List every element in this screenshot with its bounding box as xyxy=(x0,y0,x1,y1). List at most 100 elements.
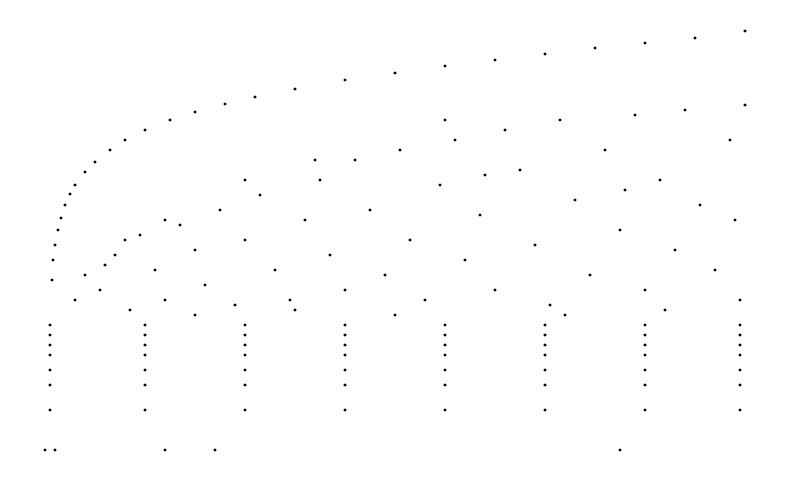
point xyxy=(738,353,742,357)
point xyxy=(303,218,307,222)
point xyxy=(153,268,157,272)
point xyxy=(483,173,487,177)
point xyxy=(673,248,677,252)
point xyxy=(243,323,247,327)
point xyxy=(738,298,742,302)
point xyxy=(63,203,67,207)
point xyxy=(163,448,167,452)
point xyxy=(393,313,397,317)
point xyxy=(548,303,552,307)
point xyxy=(643,323,647,327)
point xyxy=(518,168,522,172)
point xyxy=(98,288,102,292)
point xyxy=(253,95,257,99)
point xyxy=(128,308,132,312)
point xyxy=(48,333,52,337)
point xyxy=(293,308,297,312)
point xyxy=(713,268,717,272)
point xyxy=(73,298,77,302)
point xyxy=(48,408,52,412)
point xyxy=(168,118,172,122)
point xyxy=(243,353,247,357)
point xyxy=(53,243,57,247)
point xyxy=(743,103,747,107)
point xyxy=(48,323,52,327)
point xyxy=(50,278,54,282)
point xyxy=(738,343,742,347)
point xyxy=(443,64,447,68)
point xyxy=(558,118,562,122)
point xyxy=(143,353,147,357)
point xyxy=(633,113,637,117)
point xyxy=(48,353,52,357)
point xyxy=(143,408,147,412)
point xyxy=(543,383,547,387)
point xyxy=(443,353,447,357)
point xyxy=(643,333,647,337)
point xyxy=(643,408,647,412)
point xyxy=(623,188,627,192)
point xyxy=(398,148,402,152)
point xyxy=(113,253,117,257)
point xyxy=(178,223,182,227)
point xyxy=(243,178,247,182)
point xyxy=(643,41,647,45)
point xyxy=(163,218,167,222)
point xyxy=(343,323,347,327)
point xyxy=(138,233,142,237)
point xyxy=(643,383,647,387)
point xyxy=(603,148,607,152)
point xyxy=(738,323,742,327)
point xyxy=(738,408,742,412)
point xyxy=(683,108,687,112)
point xyxy=(83,170,87,174)
point xyxy=(48,383,52,387)
point xyxy=(223,102,227,106)
point xyxy=(343,333,347,337)
point xyxy=(573,198,577,202)
point xyxy=(593,46,597,50)
point xyxy=(203,283,207,287)
point xyxy=(313,158,317,162)
point xyxy=(243,368,247,372)
point xyxy=(543,343,547,347)
point xyxy=(543,408,547,412)
point xyxy=(343,353,347,357)
point xyxy=(658,178,662,182)
point xyxy=(443,408,447,412)
point xyxy=(143,383,147,387)
point xyxy=(243,333,247,337)
point xyxy=(353,158,357,162)
point xyxy=(123,138,127,142)
point xyxy=(618,448,622,452)
point xyxy=(368,208,372,212)
point xyxy=(48,343,52,347)
point xyxy=(243,383,247,387)
point xyxy=(438,183,442,187)
point xyxy=(543,52,547,56)
point xyxy=(103,263,107,267)
point xyxy=(733,218,737,222)
point xyxy=(743,29,747,33)
point xyxy=(233,303,237,307)
point xyxy=(143,368,147,372)
point xyxy=(533,243,537,247)
point xyxy=(443,368,447,372)
point xyxy=(343,383,347,387)
point xyxy=(59,216,63,220)
point xyxy=(693,36,697,40)
point xyxy=(663,308,667,312)
point xyxy=(193,313,197,317)
point xyxy=(543,353,547,357)
point xyxy=(43,448,47,452)
point xyxy=(698,203,702,207)
point xyxy=(343,78,347,82)
point xyxy=(143,128,147,132)
point xyxy=(643,368,647,372)
point xyxy=(423,298,427,302)
point xyxy=(143,333,147,337)
point xyxy=(453,138,457,142)
point xyxy=(83,273,87,277)
point xyxy=(328,253,332,257)
point xyxy=(123,238,127,242)
